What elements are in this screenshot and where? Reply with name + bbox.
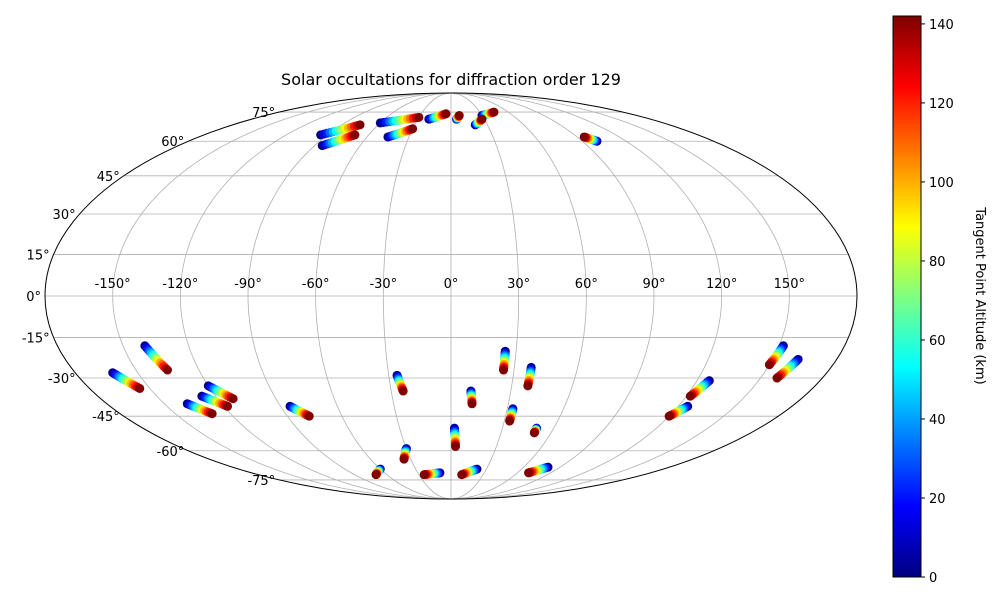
longitude-tick-labels: -150° -120° -90° -60° -30° 0° 30° 60° 90° 120° 150… bbox=[95, 277, 805, 292]
meridian-line bbox=[315, 92, 452, 500]
lat-tick-label: 60° bbox=[161, 135, 184, 150]
graticule bbox=[45, 92, 857, 500]
colorbar-tick-label: 80 bbox=[929, 255, 946, 270]
lat-tick-label: 75° bbox=[252, 106, 275, 121]
lat-tick-label: 0° bbox=[26, 290, 41, 305]
occultation-point bbox=[371, 470, 381, 480]
occultation-point bbox=[304, 411, 314, 421]
lon-tick-label: 150° bbox=[774, 277, 805, 292]
occultation-point bbox=[477, 114, 487, 124]
lat-tick-label: 15° bbox=[27, 248, 50, 263]
lat-tick-label: -30° bbox=[48, 372, 76, 387]
meridian-line bbox=[179, 92, 452, 500]
map-outline bbox=[44, 92, 858, 500]
lon-tick-label: 120° bbox=[706, 277, 737, 292]
occultation-point bbox=[408, 124, 418, 134]
occultation-point bbox=[467, 399, 477, 409]
colorbar-tick-label: 120 bbox=[929, 97, 954, 112]
occultation-point bbox=[664, 411, 674, 421]
occultation-point bbox=[441, 109, 451, 119]
meridian-line bbox=[247, 92, 452, 500]
occultation-point bbox=[223, 401, 233, 411]
lon-tick-label: -120° bbox=[162, 277, 198, 292]
occultation-point bbox=[162, 365, 172, 375]
occultation-point bbox=[524, 468, 534, 478]
lat-tick-label: -75° bbox=[247, 474, 275, 489]
occultation-point bbox=[419, 470, 429, 480]
lon-tick-label: -60° bbox=[302, 277, 330, 292]
colorbar-tick-label: 40 bbox=[929, 413, 946, 428]
occultation-point bbox=[135, 383, 145, 393]
lon-tick-label: -90° bbox=[234, 277, 262, 292]
occultation-point bbox=[207, 409, 217, 419]
latitude-tick-labels: 75° 60° 45° 30° 15° 0° -15° -30° -45° -60° -75° bbox=[22, 106, 275, 489]
lat-tick-label: -60° bbox=[157, 445, 185, 460]
lat-tick-label: 30° bbox=[53, 208, 76, 223]
chart-title: Solar occultations for diffraction order… bbox=[281, 70, 621, 89]
occultation-point bbox=[228, 394, 238, 404]
colorbar-tick-label: 140 bbox=[929, 18, 954, 33]
meridian-line bbox=[450, 92, 790, 500]
occultation-point bbox=[772, 373, 782, 383]
occultation-point bbox=[399, 454, 409, 464]
meridian-line bbox=[112, 92, 452, 500]
occultation-point bbox=[489, 107, 499, 117]
occultation-point bbox=[579, 132, 589, 142]
lat-tick-label: -45° bbox=[92, 410, 120, 425]
meridian-line bbox=[450, 92, 520, 500]
meridian-line bbox=[450, 92, 587, 500]
occultation-point bbox=[398, 386, 408, 396]
occultation-point bbox=[355, 120, 365, 130]
occultation-point bbox=[414, 112, 424, 122]
lat-tick-label: -15° bbox=[22, 332, 50, 347]
occultation-point bbox=[529, 428, 539, 438]
lon-tick-label: 0° bbox=[444, 277, 459, 292]
occultation-point bbox=[499, 365, 509, 375]
colorbar-tick-label: 0 bbox=[929, 571, 937, 586]
occultation-point bbox=[685, 391, 695, 401]
occultation-point bbox=[451, 441, 461, 451]
meridian-line bbox=[450, 92, 723, 500]
lon-tick-label: 60° bbox=[575, 277, 598, 292]
colorbar-ticks: 0 20 40 60 80 100 120 140 bbox=[921, 18, 954, 586]
occultation-point bbox=[457, 470, 467, 480]
colorbar-tick-label: 60 bbox=[929, 334, 946, 349]
lat-tick-label: 45° bbox=[97, 170, 120, 185]
occultation-point bbox=[350, 130, 360, 140]
lon-tick-label: 90° bbox=[642, 277, 665, 292]
lon-tick-label: -150° bbox=[95, 277, 131, 292]
occultation-point bbox=[505, 416, 515, 426]
meridian-line bbox=[450, 92, 655, 500]
colorbar-tick-label: 20 bbox=[929, 492, 946, 507]
occultation-point bbox=[764, 360, 774, 370]
occultation-point bbox=[523, 381, 533, 391]
occultation-point bbox=[454, 111, 464, 121]
lon-tick-label: -30° bbox=[369, 277, 397, 292]
colorbar bbox=[892, 15, 922, 578]
occultation-points bbox=[108, 107, 803, 480]
colorbar-label: Tangent Point Altitude (km) bbox=[972, 206, 987, 384]
lon-tick-label: 30° bbox=[507, 277, 530, 292]
colorbar-tick-label: 100 bbox=[929, 176, 954, 191]
